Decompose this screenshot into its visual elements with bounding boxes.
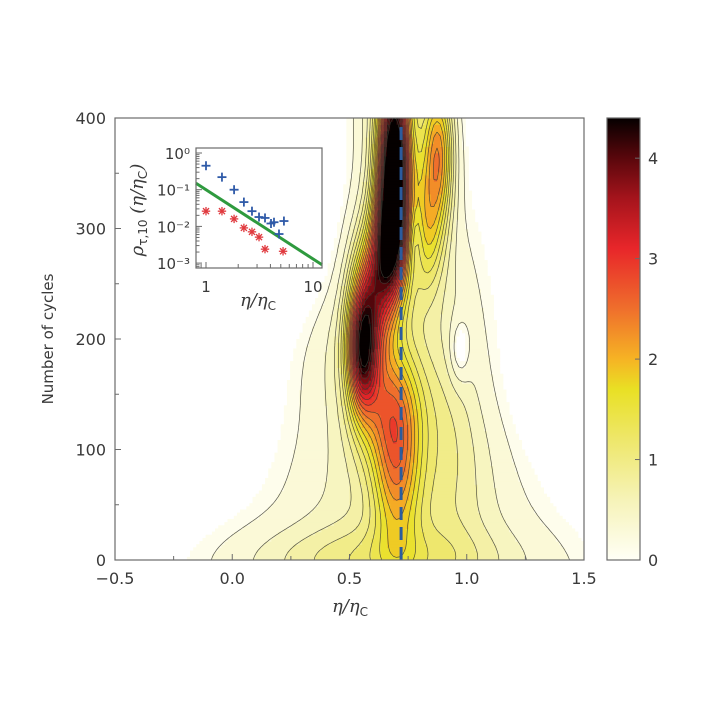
inset-x-tick-labels: 1 10 xyxy=(201,278,322,296)
inset-y-axis-label: ρτ,10 (η/ηC) xyxy=(127,164,150,258)
x-tick-label: 1.5 xyxy=(571,569,596,588)
x-tick-label: 0.5 xyxy=(337,569,362,588)
colorbar-tick-label: 3 xyxy=(648,250,658,269)
x-tick-label: −0.5 xyxy=(96,569,135,588)
asterisk-marker xyxy=(239,223,249,233)
inset-axis-ticks xyxy=(196,152,314,268)
main-y-tick-labels: 0 100 200 300 400 xyxy=(75,109,106,570)
x-tick-label: 0.0 xyxy=(220,569,245,588)
main-x-tick-labels: −0.5 0.0 0.5 1.0 1.5 xyxy=(96,569,597,588)
density-contours xyxy=(186,118,584,560)
inset-plot: 1 10 10⁰ 10⁻¹ 10⁻² 10⁻³ η/ηC ρτ,10 (η/ηC) xyxy=(127,145,323,313)
asterisk-marker xyxy=(229,214,239,224)
plus-marker xyxy=(229,185,239,195)
asterisk-marker xyxy=(260,244,270,254)
x-tick-label: 1.0 xyxy=(454,569,479,588)
colorbar: 0 1 2 3 4 xyxy=(606,117,658,570)
main-axis-ticks xyxy=(114,117,585,561)
y-tick-label: 300 xyxy=(75,220,106,239)
inset-fit-line xyxy=(195,181,323,267)
asterisk-marker xyxy=(201,206,211,216)
colorbar-frame xyxy=(606,117,641,561)
fit-line xyxy=(195,181,323,267)
asterisk-marker xyxy=(217,206,227,216)
plus-marker xyxy=(239,197,249,207)
inset-y-tick-label: 10⁻² xyxy=(157,218,190,236)
main-plot: −0.5 0.0 0.5 1.0 1.5 0 100 200 300 400 η/ηC Numb… xyxy=(39,109,597,619)
plus-marker xyxy=(247,206,257,216)
plus-marker xyxy=(269,217,279,227)
asterisk-marker xyxy=(278,247,288,256)
plus-marker xyxy=(217,172,227,182)
colorbar-tick-label: 4 xyxy=(648,149,658,168)
inset-x-tick-label: 10 xyxy=(303,278,322,296)
inset-y-tick-label: 10⁻¹ xyxy=(157,182,190,200)
colorbar-tick-label: 2 xyxy=(648,350,658,369)
main-x-axis-label: η/ηC xyxy=(332,596,368,619)
inset-y-tick-label: 10⁻³ xyxy=(157,255,190,273)
y-tick-label: 400 xyxy=(75,109,106,128)
colorbar-ticks: 0 1 2 3 4 xyxy=(635,149,658,570)
plus-marker xyxy=(201,161,211,171)
inset-x-tick-label: 1 xyxy=(201,278,211,296)
y-tick-label: 0 xyxy=(96,551,106,570)
plus-marker xyxy=(260,213,270,223)
plus-marker xyxy=(279,216,289,226)
asterisk-marker xyxy=(247,227,257,237)
colorbar-tick-label: 0 xyxy=(648,551,658,570)
inset-data-points xyxy=(201,161,289,256)
inset-frame xyxy=(195,147,323,269)
plus-marker xyxy=(254,212,264,222)
y-tick-label: 100 xyxy=(75,441,106,460)
main-y-axis-label: Number of cycles xyxy=(39,273,57,404)
inset-x-axis-label: η/ηC xyxy=(240,290,276,313)
colorbar-fill xyxy=(607,118,640,560)
asterisk-marker xyxy=(254,232,264,242)
y-tick-label: 200 xyxy=(75,330,106,349)
inset-y-tick-labels: 10⁰ 10⁻¹ 10⁻² 10⁻³ xyxy=(157,145,190,273)
inset-y-tick-label: 10⁰ xyxy=(165,145,190,163)
plus-marker xyxy=(274,229,284,239)
colorbar-tick-label: 1 xyxy=(648,451,658,470)
